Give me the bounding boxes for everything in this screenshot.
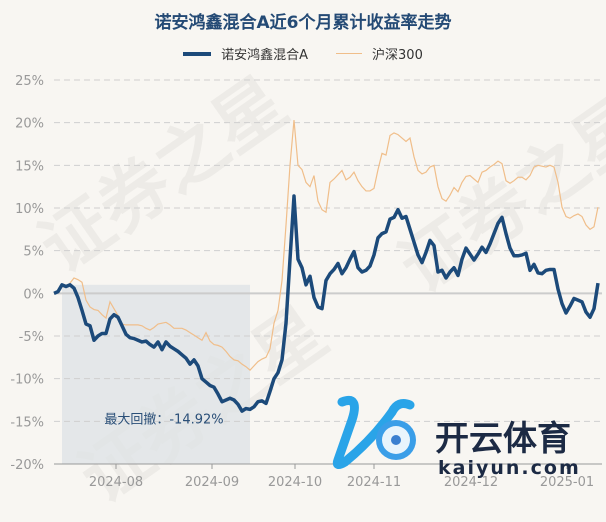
logo-text-cn: 开云体育	[435, 419, 571, 459]
x-tick-label: 2024-10	[268, 475, 322, 490]
soccer-ball-patch	[391, 435, 401, 445]
legend-label-fund: 诺安鸿鑫混合A	[221, 48, 309, 63]
series-line-fund	[53, 194, 600, 413]
y-tick-label: -15%	[10, 415, 44, 430]
x-tick-label: 2025-01	[540, 475, 594, 490]
legend-swatch-index	[336, 53, 363, 54]
logo-k-shape	[332, 396, 415, 470]
y-tick-label: 0%	[23, 287, 44, 302]
legend-label-index: 沪深300	[372, 48, 423, 63]
y-tick-label: -20%	[10, 458, 44, 473]
x-tick-label: 2024-11	[347, 475, 401, 490]
logo-text-en: kaiyun.com	[438, 457, 581, 479]
x-tick-label: 2024-08	[89, 475, 143, 490]
y-tick-label: 5%	[23, 245, 44, 260]
legend: 诺安鸿鑫混合A 沪深300	[0, 44, 606, 63]
series-line-csi300	[53, 120, 599, 371]
drawdown-area	[62, 284, 250, 464]
max-drawdown-label: 最大回撤：-14.92%	[104, 412, 223, 428]
legend-swatch-fund	[183, 51, 212, 56]
line-chart: 25% 20% 15% 10% 5% 0% -5% -10% -15% -20% 2024-08 20…	[10, 74, 602, 490]
y-tick-label: 25%	[15, 74, 44, 89]
chart-title: 诺安鸿鑫混合A近6个月累计收益率走势	[154, 13, 452, 33]
y-tick-label: 15%	[15, 159, 44, 174]
legend-item-fund[interactable]: 诺安鸿鑫混合A	[183, 44, 308, 63]
y-tick-label: -10%	[10, 373, 44, 388]
y-tick-label: 10%	[15, 202, 44, 217]
x-tick-label: 2024-09	[185, 475, 239, 490]
y-tick-label: 20%	[15, 117, 44, 132]
x-tick-label: 2024-12	[444, 475, 498, 490]
legend-item-index[interactable]: 沪深300	[336, 44, 423, 63]
y-tick-label: -5%	[19, 330, 44, 345]
